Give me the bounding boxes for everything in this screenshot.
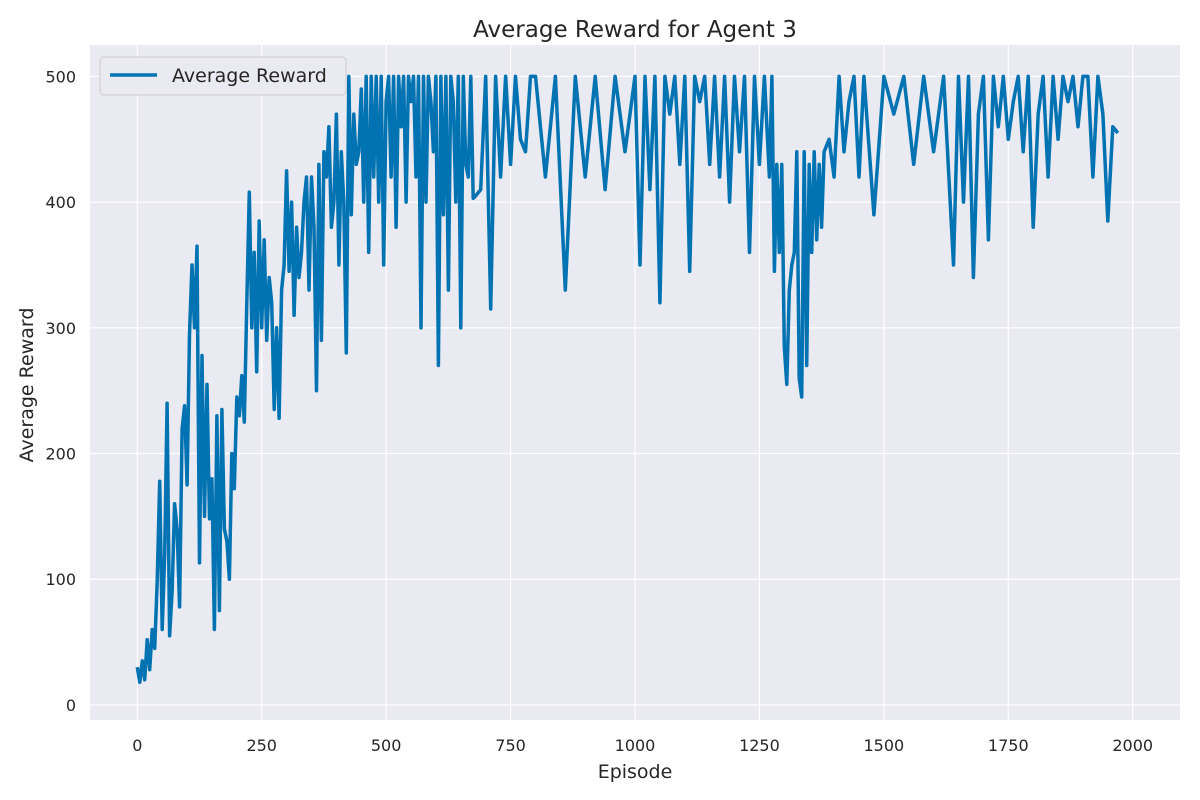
y-tick-label: 200: [45, 445, 76, 464]
legend-box: [99, 56, 347, 96]
series-layer: [135, 74, 1120, 685]
x-tick-label: 500: [371, 736, 402, 755]
x-tick-label: 250: [246, 736, 277, 755]
x-tick-label: 1250: [739, 736, 780, 755]
x-tick-label: 1000: [615, 736, 656, 755]
x-tick-label: 0: [132, 736, 142, 755]
y-tick-label: 0: [66, 696, 76, 715]
x-tick-label: 1750: [988, 736, 1029, 755]
legend-label: Average Reward: [172, 65, 327, 87]
x-tick-label: 2000: [1112, 736, 1153, 755]
y-axis-label: Average Reward: [16, 308, 38, 463]
y-tick-label: 100: [45, 570, 76, 589]
x-tick-labels: 0 250 500 750 1000 1250 1500 1750 2000: [132, 736, 1153, 755]
legend: Average Reward: [99, 56, 347, 96]
y-tick-label: 400: [45, 193, 76, 212]
x-tick-label: 750: [495, 736, 526, 755]
y-tick-label: 300: [45, 319, 76, 338]
x-axis-label: Episode: [598, 761, 673, 783]
y-tick-label: 500: [45, 67, 76, 86]
x-tick-label: 1500: [863, 736, 904, 755]
y-tick-labels: 0 100 200 300 400 500: [45, 67, 76, 714]
chart-title: Average Reward for Agent 3: [473, 17, 797, 43]
series-line-average-reward: [135, 74, 1120, 685]
